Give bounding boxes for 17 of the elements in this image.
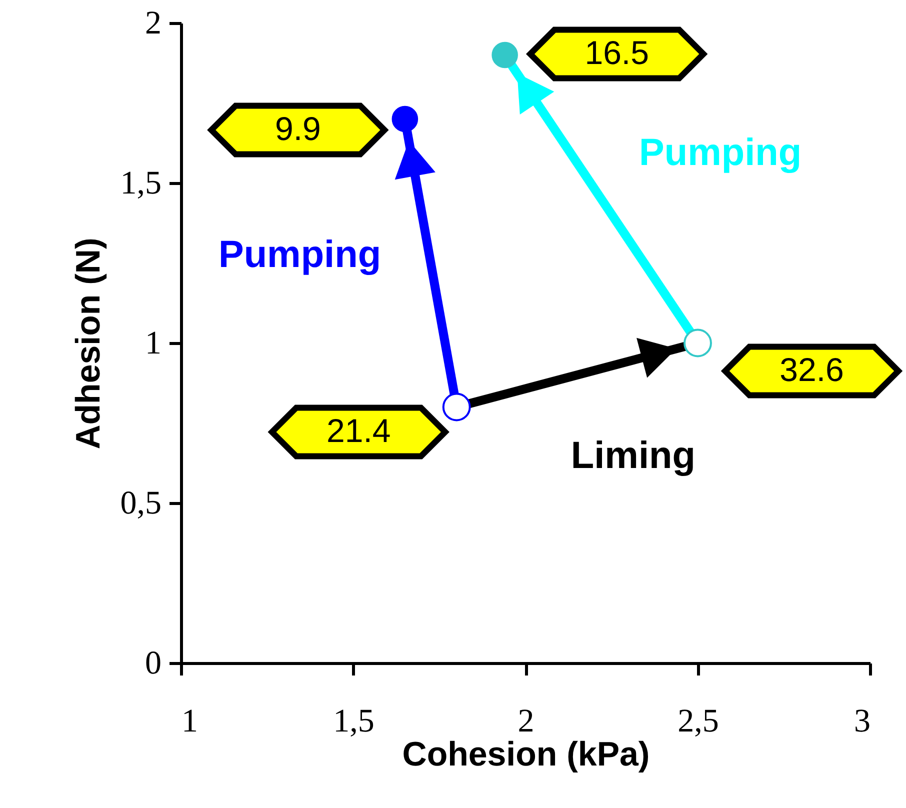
y-tick-label: 2: [145, 6, 162, 42]
annotation: 21.4: [326, 412, 391, 449]
x-tick-label: 2,5: [678, 704, 719, 740]
y-tick-label: 1: [145, 326, 162, 362]
series-label: Pumping: [218, 234, 382, 276]
x-tick-label: 3: [854, 704, 870, 740]
annotation: 16.5: [584, 34, 649, 71]
series-label: Liming: [570, 435, 696, 477]
annotation: 9.9: [274, 110, 321, 147]
annotation: 32.6: [780, 351, 844, 388]
x-tick-label: 1: [182, 704, 198, 740]
x-tick-label: 1,5: [333, 704, 374, 740]
y-axis-title: Adhesion (N): [69, 238, 108, 450]
y-tick-label: 0: [145, 646, 162, 682]
series-label: Pumping: [639, 132, 802, 174]
y-tick-label: 1,5: [120, 166, 162, 202]
y-tick-label: 0,5: [120, 486, 162, 522]
